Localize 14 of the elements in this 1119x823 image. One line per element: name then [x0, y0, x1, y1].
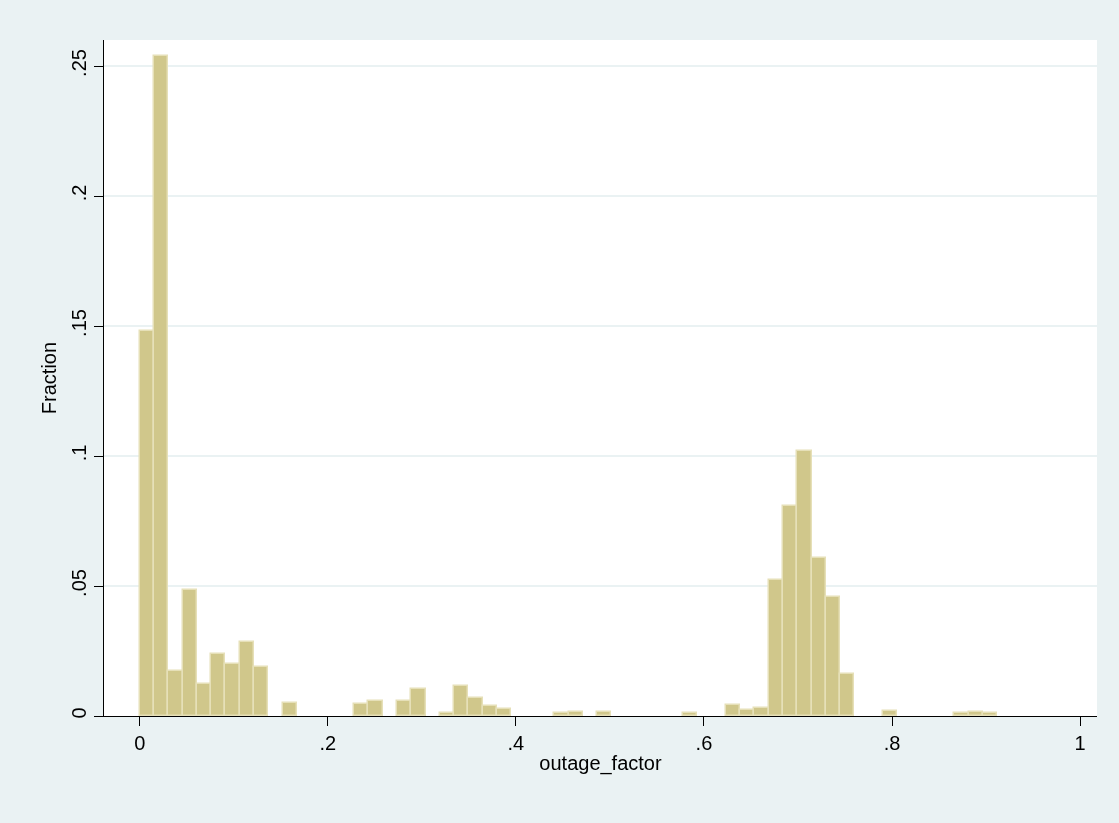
- x-tick-label: .2: [319, 732, 337, 754]
- x-tick-label: .4: [507, 732, 525, 754]
- y-tick-label: .2: [68, 184, 90, 202]
- x-tick-label: 1: [1074, 732, 1086, 754]
- x-tick-label: 0: [134, 732, 146, 754]
- x-tick-label: .8: [883, 732, 901, 754]
- y-tick-label: .25: [68, 49, 90, 77]
- x-axis-title: outage_factor: [539, 751, 662, 775]
- y-tick-label: .05: [68, 569, 90, 597]
- y-tick-label: 0: [68, 707, 90, 719]
- y-tick-label: .1: [68, 444, 90, 462]
- y-tick-label: .15: [68, 309, 90, 337]
- x-tick-label: .6: [695, 732, 713, 754]
- y-axis-title: Fraction: [37, 341, 60, 415]
